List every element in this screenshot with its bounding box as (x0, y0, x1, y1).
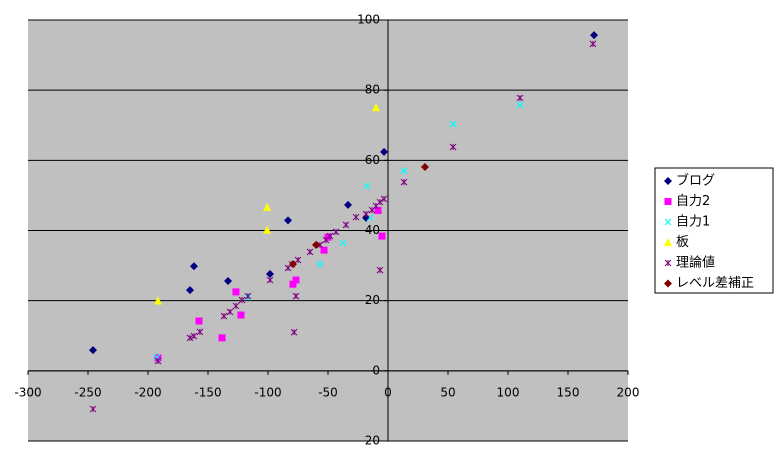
point (292, 292, 300, 300)
point (342, 221, 350, 229)
point (237, 311, 245, 319)
y-tick-label: -20 (360, 434, 380, 448)
point (290, 328, 298, 336)
point (196, 328, 204, 336)
point (288, 260, 297, 269)
point (186, 286, 194, 295)
point (154, 357, 162, 365)
point (294, 256, 302, 264)
point (312, 240, 320, 249)
legend-box (654, 167, 774, 294)
point (190, 332, 198, 340)
point (218, 334, 226, 342)
point (306, 248, 314, 256)
legend-label: 理論値 (676, 255, 715, 271)
x-tick-label: 100 (497, 385, 520, 399)
point (284, 216, 293, 225)
point (89, 346, 98, 355)
legend-marker (664, 198, 672, 205)
point (232, 302, 240, 310)
y-tick-label: 60 (365, 153, 380, 167)
point (362, 210, 370, 218)
point (320, 246, 328, 254)
point (516, 101, 524, 109)
legend-label: レベル差補正 (676, 276, 754, 291)
point (378, 232, 386, 240)
point (89, 405, 97, 413)
point (266, 276, 274, 284)
point (266, 270, 275, 279)
point (220, 312, 228, 320)
legend-label: 自力1 (676, 215, 710, 230)
point (368, 206, 376, 214)
point (186, 334, 194, 342)
point (376, 266, 384, 274)
point (244, 292, 252, 300)
point (589, 40, 597, 48)
point (153, 296, 162, 305)
point (153, 353, 161, 361)
point (516, 94, 524, 102)
point (363, 182, 371, 190)
legend-marker (664, 238, 672, 246)
x-tick-label: -100 (254, 385, 281, 399)
point (420, 162, 429, 171)
point (322, 236, 330, 244)
y-tick-label: 80 (365, 83, 380, 97)
y-tick-label: 100 (357, 13, 380, 27)
y-tick-label: 40 (365, 223, 380, 237)
point (590, 31, 599, 40)
point (189, 262, 198, 271)
point (316, 260, 324, 268)
x-tick-label: -250 (74, 385, 101, 399)
point (449, 120, 457, 128)
point (289, 280, 297, 288)
point (372, 103, 380, 112)
legend-label: 自力2 (676, 194, 710, 209)
point (195, 317, 203, 325)
point (284, 264, 292, 272)
x-tick-label: 200 (617, 385, 640, 399)
legend-marker (664, 218, 672, 226)
legend-label: ブログ (676, 173, 715, 189)
point (380, 195, 388, 203)
x-tick-label: -300 (14, 385, 41, 399)
point (400, 167, 408, 175)
x-tick-label: -200 (134, 385, 161, 399)
point (226, 308, 234, 316)
point (292, 276, 300, 284)
point (374, 207, 382, 215)
point (238, 296, 246, 304)
legend-marker (664, 279, 672, 288)
y-tick-label: 20 (365, 293, 380, 307)
point (224, 277, 233, 286)
point (324, 233, 332, 241)
x-tick-label: 50 (440, 385, 455, 399)
point (352, 213, 360, 221)
point (339, 239, 347, 247)
point (449, 143, 457, 151)
point (263, 202, 272, 211)
point (344, 200, 353, 209)
point (332, 228, 340, 236)
legend-marker (664, 177, 672, 185)
x-tick-label: 150 (557, 385, 580, 399)
point (232, 288, 240, 296)
point (263, 225, 272, 234)
point (380, 147, 389, 156)
point (400, 178, 408, 186)
legend-label: 板 (676, 235, 689, 250)
legend-marker (664, 259, 672, 267)
x-tick-label: -150 (194, 385, 221, 399)
x-tick-label: -50 (318, 385, 338, 399)
